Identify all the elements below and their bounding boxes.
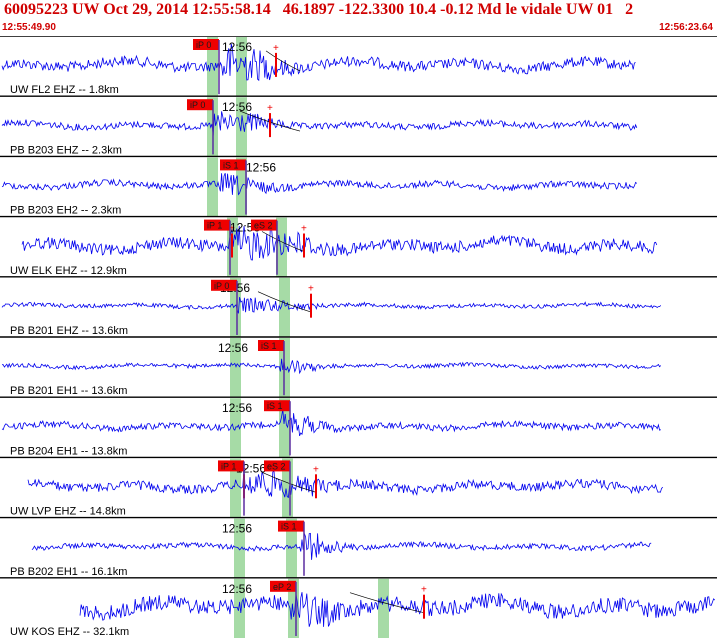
waveform-trace [1, 409, 661, 437]
channel-row[interactable]: 12:56 iS 1 PB B204 EH1 -- 13.8km [0, 396, 717, 458]
channel-label: UW FL2 EHZ -- 1.8km [10, 84, 119, 96]
pick-window [230, 277, 241, 337]
time-tick-label: 12:56 [222, 100, 252, 114]
channel-label: PB B201 EHZ -- 13.6km [10, 325, 128, 337]
pick-label-box[interactable] [270, 580, 296, 592]
waveform-trace [2, 358, 662, 375]
pick-label-box[interactable] [218, 460, 244, 472]
pick-plus: + [229, 223, 235, 234]
waveform-trace [1, 173, 638, 196]
channel-label: PB B203 EH2 -- 2.3km [10, 205, 121, 217]
channel-row[interactable]: +12:56 iP 0 PB B203 EHZ -- 2.3km [0, 95, 717, 157]
coda-curve [261, 231, 305, 252]
time-tick-label: 12:56 [222, 582, 252, 596]
channel-label: PB B204 EH1 -- 13.8km [10, 445, 127, 457]
waveform-trace [1, 297, 662, 314]
channel-label: PB B202 EH1 -- 16.1km [10, 566, 127, 578]
channel-row[interactable]: 12:56 iS 1 PB B203 EH2 -- 2.3km [0, 155, 717, 217]
pick-window [276, 217, 287, 277]
channel-label: PB B201 EH1 -- 13.6km [10, 385, 127, 397]
pick-label[interactable]: iP 0 [214, 281, 229, 291]
coda-curve [257, 291, 311, 313]
pick-window [279, 277, 290, 337]
pick-label[interactable]: iP 0 [190, 100, 205, 110]
time-tick-label: 12:56 [222, 522, 252, 536]
pick-plus: + [301, 223, 307, 234]
waveform-trace [31, 532, 652, 560]
channel-label: UW LVP EHZ -- 14.8km [10, 506, 126, 518]
channel-row[interactable]: +12:56 eP 2 UW KOS EHZ -- 32.1km [0, 577, 717, 638]
pick-label[interactable]: eP 2 [273, 582, 291, 592]
time-tick-label: 12:56 [246, 160, 276, 174]
pick-window [288, 578, 299, 638]
channel-label: UW KOS EHZ -- 32.1km [10, 626, 129, 638]
pick-window [234, 518, 245, 578]
waveform-trace [21, 224, 658, 261]
event-header: 60095223 UW Oct 29, 2014 12:55:58.14 46.… [0, 0, 717, 36]
pick-label-box[interactable] [278, 520, 304, 532]
start-time: 12:55:49.90 [2, 22, 56, 33]
channel-row[interactable]: +12:56 iP 0 UW FL2 EHZ -- 1.8km [0, 36, 717, 97]
pick-label-box[interactable] [251, 219, 277, 231]
pick-label-box[interactable] [211, 279, 237, 291]
channel-label: UW ELK EHZ -- 12.9km [10, 265, 127, 277]
pick-window [207, 37, 218, 97]
pick-plus: + [267, 103, 273, 114]
waveform-trace [79, 592, 716, 627]
end-time: 12:56:23.64 [659, 22, 713, 33]
pick-label-box[interactable] [220, 159, 246, 171]
pick-label[interactable]: iP 1 [221, 461, 236, 471]
pick-window [378, 578, 389, 638]
pick-plus: + [273, 43, 279, 54]
waveform-trace [27, 468, 664, 499]
pick-label[interactable]: iP 1 [207, 221, 222, 231]
pick-label-box[interactable] [258, 340, 284, 351]
coda-curve [261, 471, 317, 493]
pick-window [230, 338, 241, 398]
time-tick-label: 12:56 [222, 40, 252, 54]
pick-plus: + [308, 284, 314, 295]
pick-label-box[interactable] [264, 400, 290, 412]
pick-label-box[interactable] [187, 99, 213, 111]
pick-window [207, 157, 218, 217]
pick-plus: + [421, 585, 427, 596]
pick-label[interactable]: iS 1 [281, 522, 297, 532]
waveform-trace [1, 43, 636, 82]
pick-label[interactable]: iS 1 [267, 401, 283, 411]
pick-plus: + [313, 464, 319, 475]
coda-curve [265, 50, 301, 72]
pick-window [236, 37, 247, 97]
time-tick-label: 12:56 [222, 401, 252, 415]
pick-window [230, 458, 241, 518]
pick-label[interactable]: iS 1 [261, 341, 277, 351]
trace-panel[interactable]: +12:56 iP 0 UW FL2 EHZ -- 1.8km +12:56 iP 0 P… [0, 36, 717, 638]
pick-label[interactable]: eS 2 [254, 221, 273, 231]
waveform-trace [1, 111, 638, 136]
pick-label[interactable]: eS 2 [267, 461, 286, 471]
pick-label-box[interactable] [264, 460, 290, 472]
pick-label-box[interactable] [204, 219, 230, 231]
time-tick-label: 12:56 [218, 341, 248, 355]
channel-row[interactable]: 12:56 iS 1 PB B201 EH1 -- 13.6km [0, 336, 717, 398]
coda-curve [349, 592, 425, 614]
channel-row[interactable]: 12:56 iS 1 PB B202 EH1 -- 16.1km [0, 516, 717, 578]
pick-label[interactable]: iP 0 [196, 40, 211, 50]
channel-label: PB B203 EHZ -- 2.3km [10, 144, 122, 156]
pick-label-box[interactable] [193, 39, 219, 50]
pick-window [234, 578, 245, 638]
pick-window [282, 458, 293, 518]
pick-label[interactable]: iS 1 [223, 160, 239, 170]
event-title: 60095223 UW Oct 29, 2014 12:55:58.14 46.… [4, 1, 634, 18]
pick-window [279, 398, 290, 458]
